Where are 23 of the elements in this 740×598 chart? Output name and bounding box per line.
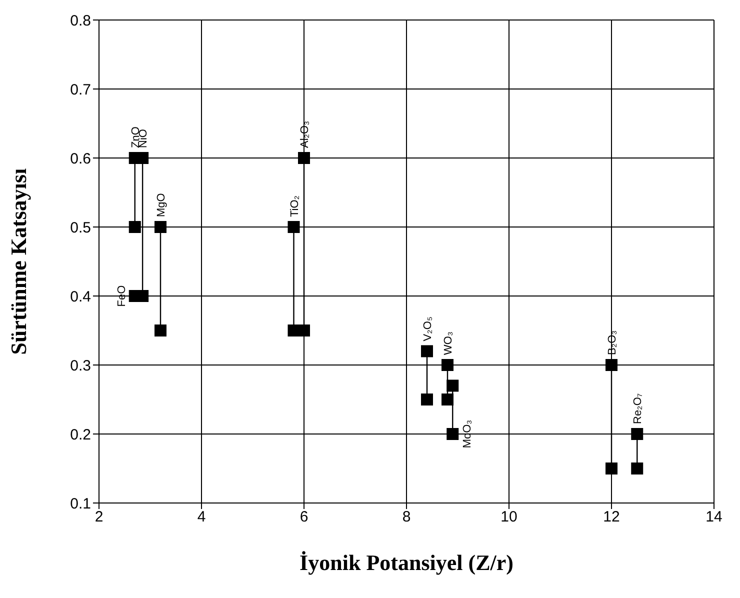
text: V₂O₅: [422, 316, 434, 342]
text: TiO₂: [288, 195, 301, 217]
y-tick-label: 0.5: [70, 219, 91, 236]
x-tick-label: 8: [402, 508, 411, 526]
y-tick-label: 0.4: [70, 288, 91, 306]
text: MgO: [156, 192, 168, 217]
y-tick-label: 0.1: [70, 495, 91, 512]
x-tick-label: 10: [500, 508, 518, 526]
x-tick-label: 6: [300, 508, 308, 526]
y-tick-label: 0.8: [70, 12, 91, 30]
text: WO₃: [442, 332, 454, 355]
x-tick-label: 12: [603, 508, 620, 526]
y-tick-label: 0.6: [70, 150, 91, 168]
y-axis-title: Sürtünme Katsayısı: [6, 168, 31, 355]
x-axis-title: İyonik Potansiyel (Z/r): [300, 550, 514, 575]
text: NiO: [138, 128, 150, 148]
y-tick-label: 0.3: [70, 357, 91, 374]
y-tick-label: 0.7: [70, 81, 91, 98]
y-tick-label: 0.2: [70, 426, 91, 444]
text: Re₂O₇: [632, 393, 644, 424]
x-tick-label: 2: [94, 508, 104, 526]
x-tick-label: 14: [706, 508, 722, 526]
x-tick-label: 4: [197, 508, 206, 526]
